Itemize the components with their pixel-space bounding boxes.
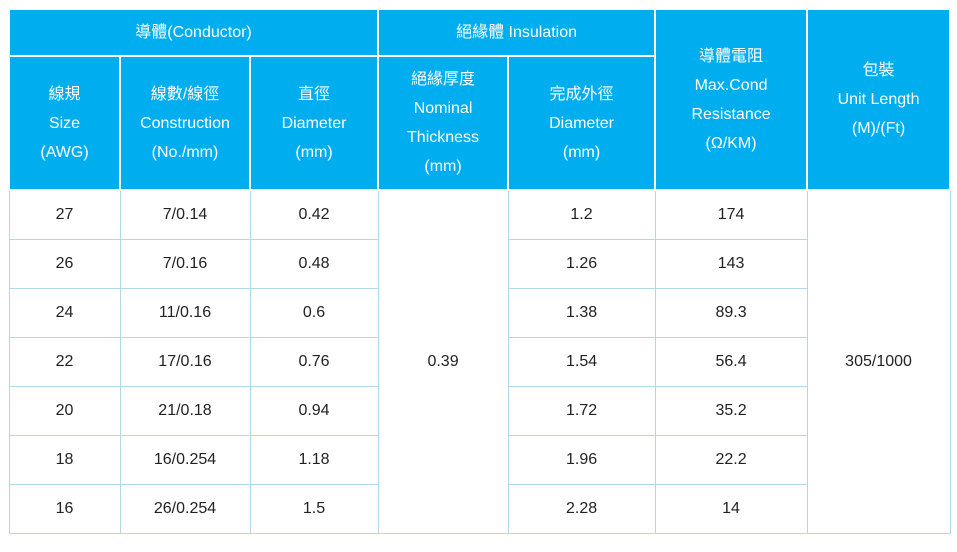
cell-size: 16 <box>8 483 121 534</box>
header-resistance: 導體電阻 Max.Cond Resistance (Ω/KM) <box>654 8 809 191</box>
header-construction: 線數/線徑 Construction (No./mm) <box>119 55 251 191</box>
cell-finished-od: 1.26 <box>507 238 656 289</box>
cell-diameter: 0.94 <box>249 385 379 436</box>
cell-construction: 26/0.254 <box>119 483 251 534</box>
cell-size: 24 <box>8 287 121 338</box>
header-diameter: 直徑 Diameter (mm) <box>248 55 380 191</box>
table-row: 22 17/0.16 0.76 1.54 56.4 <box>8 336 950 387</box>
header-size: 線規 Size (AWG) <box>8 55 121 191</box>
wire-spec-table: 導體(Conductor) 絕緣體 Insulation 導體電阻 Max.Co… <box>7 8 952 534</box>
table-row: 18 16/0.254 1.18 1.96 22.2 <box>8 434 950 485</box>
header-finished-od: 完成外徑 Diameter (mm) <box>507 55 657 191</box>
table-row: 20 21/0.18 0.94 1.72 35.2 <box>8 385 950 436</box>
spec-table-container: 導體(Conductor) 絕緣體 Insulation 導體電阻 Max.Co… <box>7 8 952 534</box>
cell-diameter: 0.48 <box>249 238 379 289</box>
cell-finished-od: 1.54 <box>507 336 656 387</box>
cell-resistance: 89.3 <box>654 287 808 338</box>
cell-finished-od: 1.2 <box>507 189 656 240</box>
table-row: 27 7/0.14 0.42 0.39 1.2 174 305/1000 <box>8 189 951 534</box>
header-conductor-group: 導體(Conductor) <box>7 8 380 57</box>
header-group-row: 導體(Conductor) 絕緣體 Insulation 導體電阻 Max.Co… <box>7 8 952 191</box>
cell-nominal-thickness: 0.39 <box>377 189 509 534</box>
cell-diameter: 0.6 <box>249 287 379 338</box>
cell-construction: 7/0.16 <box>119 238 251 289</box>
cell-diameter: 0.42 <box>249 189 379 240</box>
table-row: 24 11/0.16 0.6 1.38 89.3 <box>8 287 950 338</box>
cell-resistance: 143 <box>654 238 808 289</box>
cell-finished-od: 1.38 <box>507 287 656 338</box>
cell-size: 22 <box>8 336 121 387</box>
cell-construction: 21/0.18 <box>119 385 251 436</box>
header-packing: 包裝 Unit Length (M)/(Ft) <box>806 8 952 191</box>
cell-resistance: 56.4 <box>654 336 808 387</box>
header-sub-row: 線規 Size (AWG) 線數/線徑 Construction (No./mm… <box>8 55 950 191</box>
cell-diameter: 1.5 <box>249 483 379 534</box>
cell-construction: 7/0.14 <box>119 189 251 240</box>
cell-resistance: 22.2 <box>654 434 808 485</box>
table-header: 導體(Conductor) 絕緣體 Insulation 導體電阻 Max.Co… <box>7 8 952 191</box>
header-thickness: 絕緣厚度 Nominal Thickness (mm) <box>377 55 510 191</box>
cell-construction: 16/0.254 <box>119 434 251 485</box>
cell-finished-od: 2.28 <box>507 483 656 534</box>
table-row: 16 26/0.254 1.5 2.28 14 <box>8 483 950 534</box>
cell-size: 27 <box>8 189 121 240</box>
cell-finished-od: 1.72 <box>507 385 656 436</box>
cell-resistance: 35.2 <box>654 385 808 436</box>
cell-diameter: 1.18 <box>249 434 379 485</box>
cell-finished-od: 1.96 <box>507 434 656 485</box>
cell-construction: 11/0.16 <box>119 287 251 338</box>
cell-unit-length: 305/1000 <box>806 189 951 534</box>
cell-diameter: 0.76 <box>249 336 379 387</box>
cell-construction: 17/0.16 <box>119 336 251 387</box>
header-insulation-group: 絕緣體 Insulation <box>377 8 657 57</box>
table-body: 27 7/0.14 0.42 0.39 1.2 174 305/1000 26 … <box>8 189 951 534</box>
cell-size: 20 <box>8 385 121 436</box>
cell-size: 26 <box>8 238 121 289</box>
cell-resistance: 174 <box>654 189 808 240</box>
cell-size: 18 <box>8 434 121 485</box>
cell-resistance: 14 <box>654 483 808 534</box>
